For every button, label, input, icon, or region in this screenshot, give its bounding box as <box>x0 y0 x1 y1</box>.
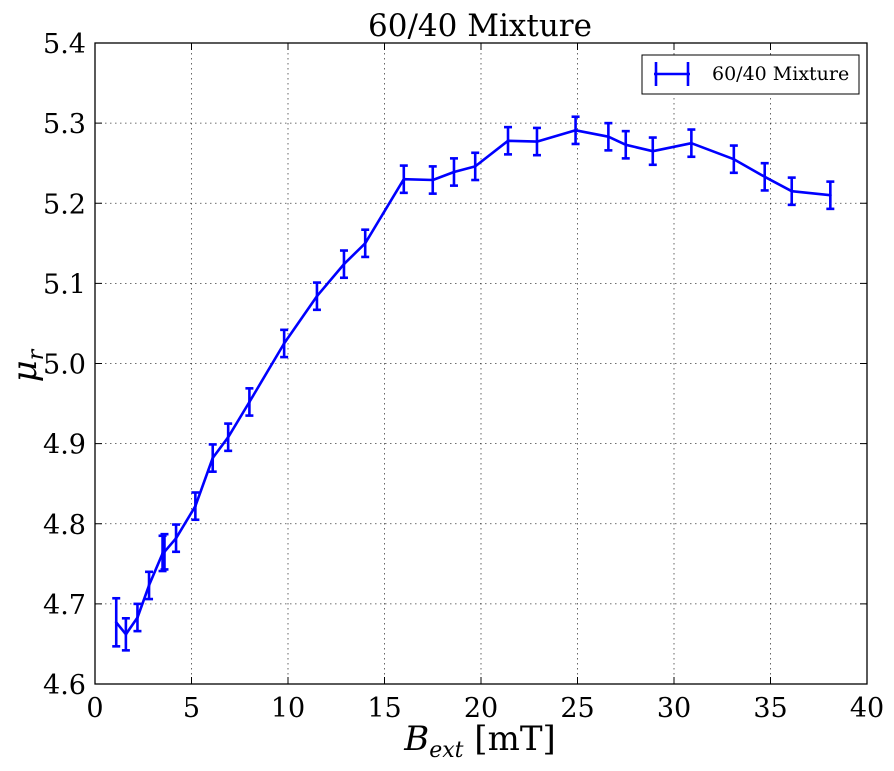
x-tick-label: 30 <box>657 693 691 724</box>
x-axis-label-sub: ext <box>429 738 463 763</box>
legend-entry-label: 60/40 Mixture <box>712 63 849 85</box>
y-tick-label: 5.3 <box>43 109 86 140</box>
y-tick-label: 4.9 <box>43 430 86 461</box>
data-point <box>574 128 577 132</box>
data-point <box>211 456 215 460</box>
y-tick-label: 4.8 <box>43 510 86 541</box>
data-point <box>136 616 139 619</box>
x-tick-label: 25 <box>560 693 594 724</box>
x-tick-label: 20 <box>464 693 498 724</box>
y-tick-labels: 4.6 4.7 4.8 4.9 5.0 5.1 5.2 5.3 5.4 <box>43 29 86 701</box>
data-point <box>790 189 794 193</box>
x-axis-label: Bext [mT] <box>403 719 556 763</box>
data-point <box>147 584 151 587</box>
data-point <box>473 164 477 168</box>
data-point <box>535 140 539 143</box>
x-tick-label: 35 <box>753 693 787 724</box>
data-point <box>732 157 736 161</box>
y-tick-label: 4.7 <box>43 590 86 621</box>
data-point <box>763 175 767 179</box>
y-axis-label-sub: r <box>24 348 49 360</box>
x-tick-label: 0 <box>86 693 103 724</box>
x-tick-label: 5 <box>183 693 200 724</box>
data-point <box>452 170 456 174</box>
data-point <box>689 141 693 145</box>
data-point <box>226 435 230 439</box>
data-point <box>282 342 286 345</box>
data-point <box>651 149 655 153</box>
y-tick-label: 5.0 <box>43 350 86 381</box>
y-axis-label: μr <box>5 348 49 382</box>
data-point <box>606 135 610 139</box>
x-axis-label-unit: [mT] <box>464 719 556 759</box>
data-point <box>402 177 406 181</box>
chart-title: 60/40 Mixture <box>368 8 592 44</box>
x-tick-label: 15 <box>367 693 401 724</box>
y-tick-label: 5.1 <box>43 269 86 300</box>
data-point <box>624 143 628 147</box>
data-point <box>828 193 832 197</box>
grid <box>95 43 867 684</box>
ticks <box>94 42 868 685</box>
data-point <box>248 400 251 404</box>
data-point <box>431 178 435 182</box>
legend: 60/40 Mixture <box>641 54 860 95</box>
y-tick-label: 5.4 <box>43 29 86 60</box>
data-point <box>363 241 367 245</box>
data-point <box>124 632 128 636</box>
data-point <box>506 139 510 143</box>
x-tick-label: 40 <box>850 693 884 724</box>
data-point <box>163 550 166 554</box>
data-point <box>193 504 197 508</box>
data-point <box>114 620 118 624</box>
x-axis-label-main: B <box>403 719 429 759</box>
series-layer <box>112 115 835 652</box>
y-tick-label: 4.6 <box>43 670 86 701</box>
x-tick-label: 10 <box>271 693 305 724</box>
data-point <box>174 536 178 540</box>
data-point <box>315 294 319 298</box>
y-axis-label-main: μ <box>5 360 45 382</box>
y-tick-label: 5.2 <box>43 189 86 220</box>
x-tick-labels: 0 5 10 15 20 25 30 35 40 <box>86 693 884 724</box>
data-point <box>342 262 346 266</box>
